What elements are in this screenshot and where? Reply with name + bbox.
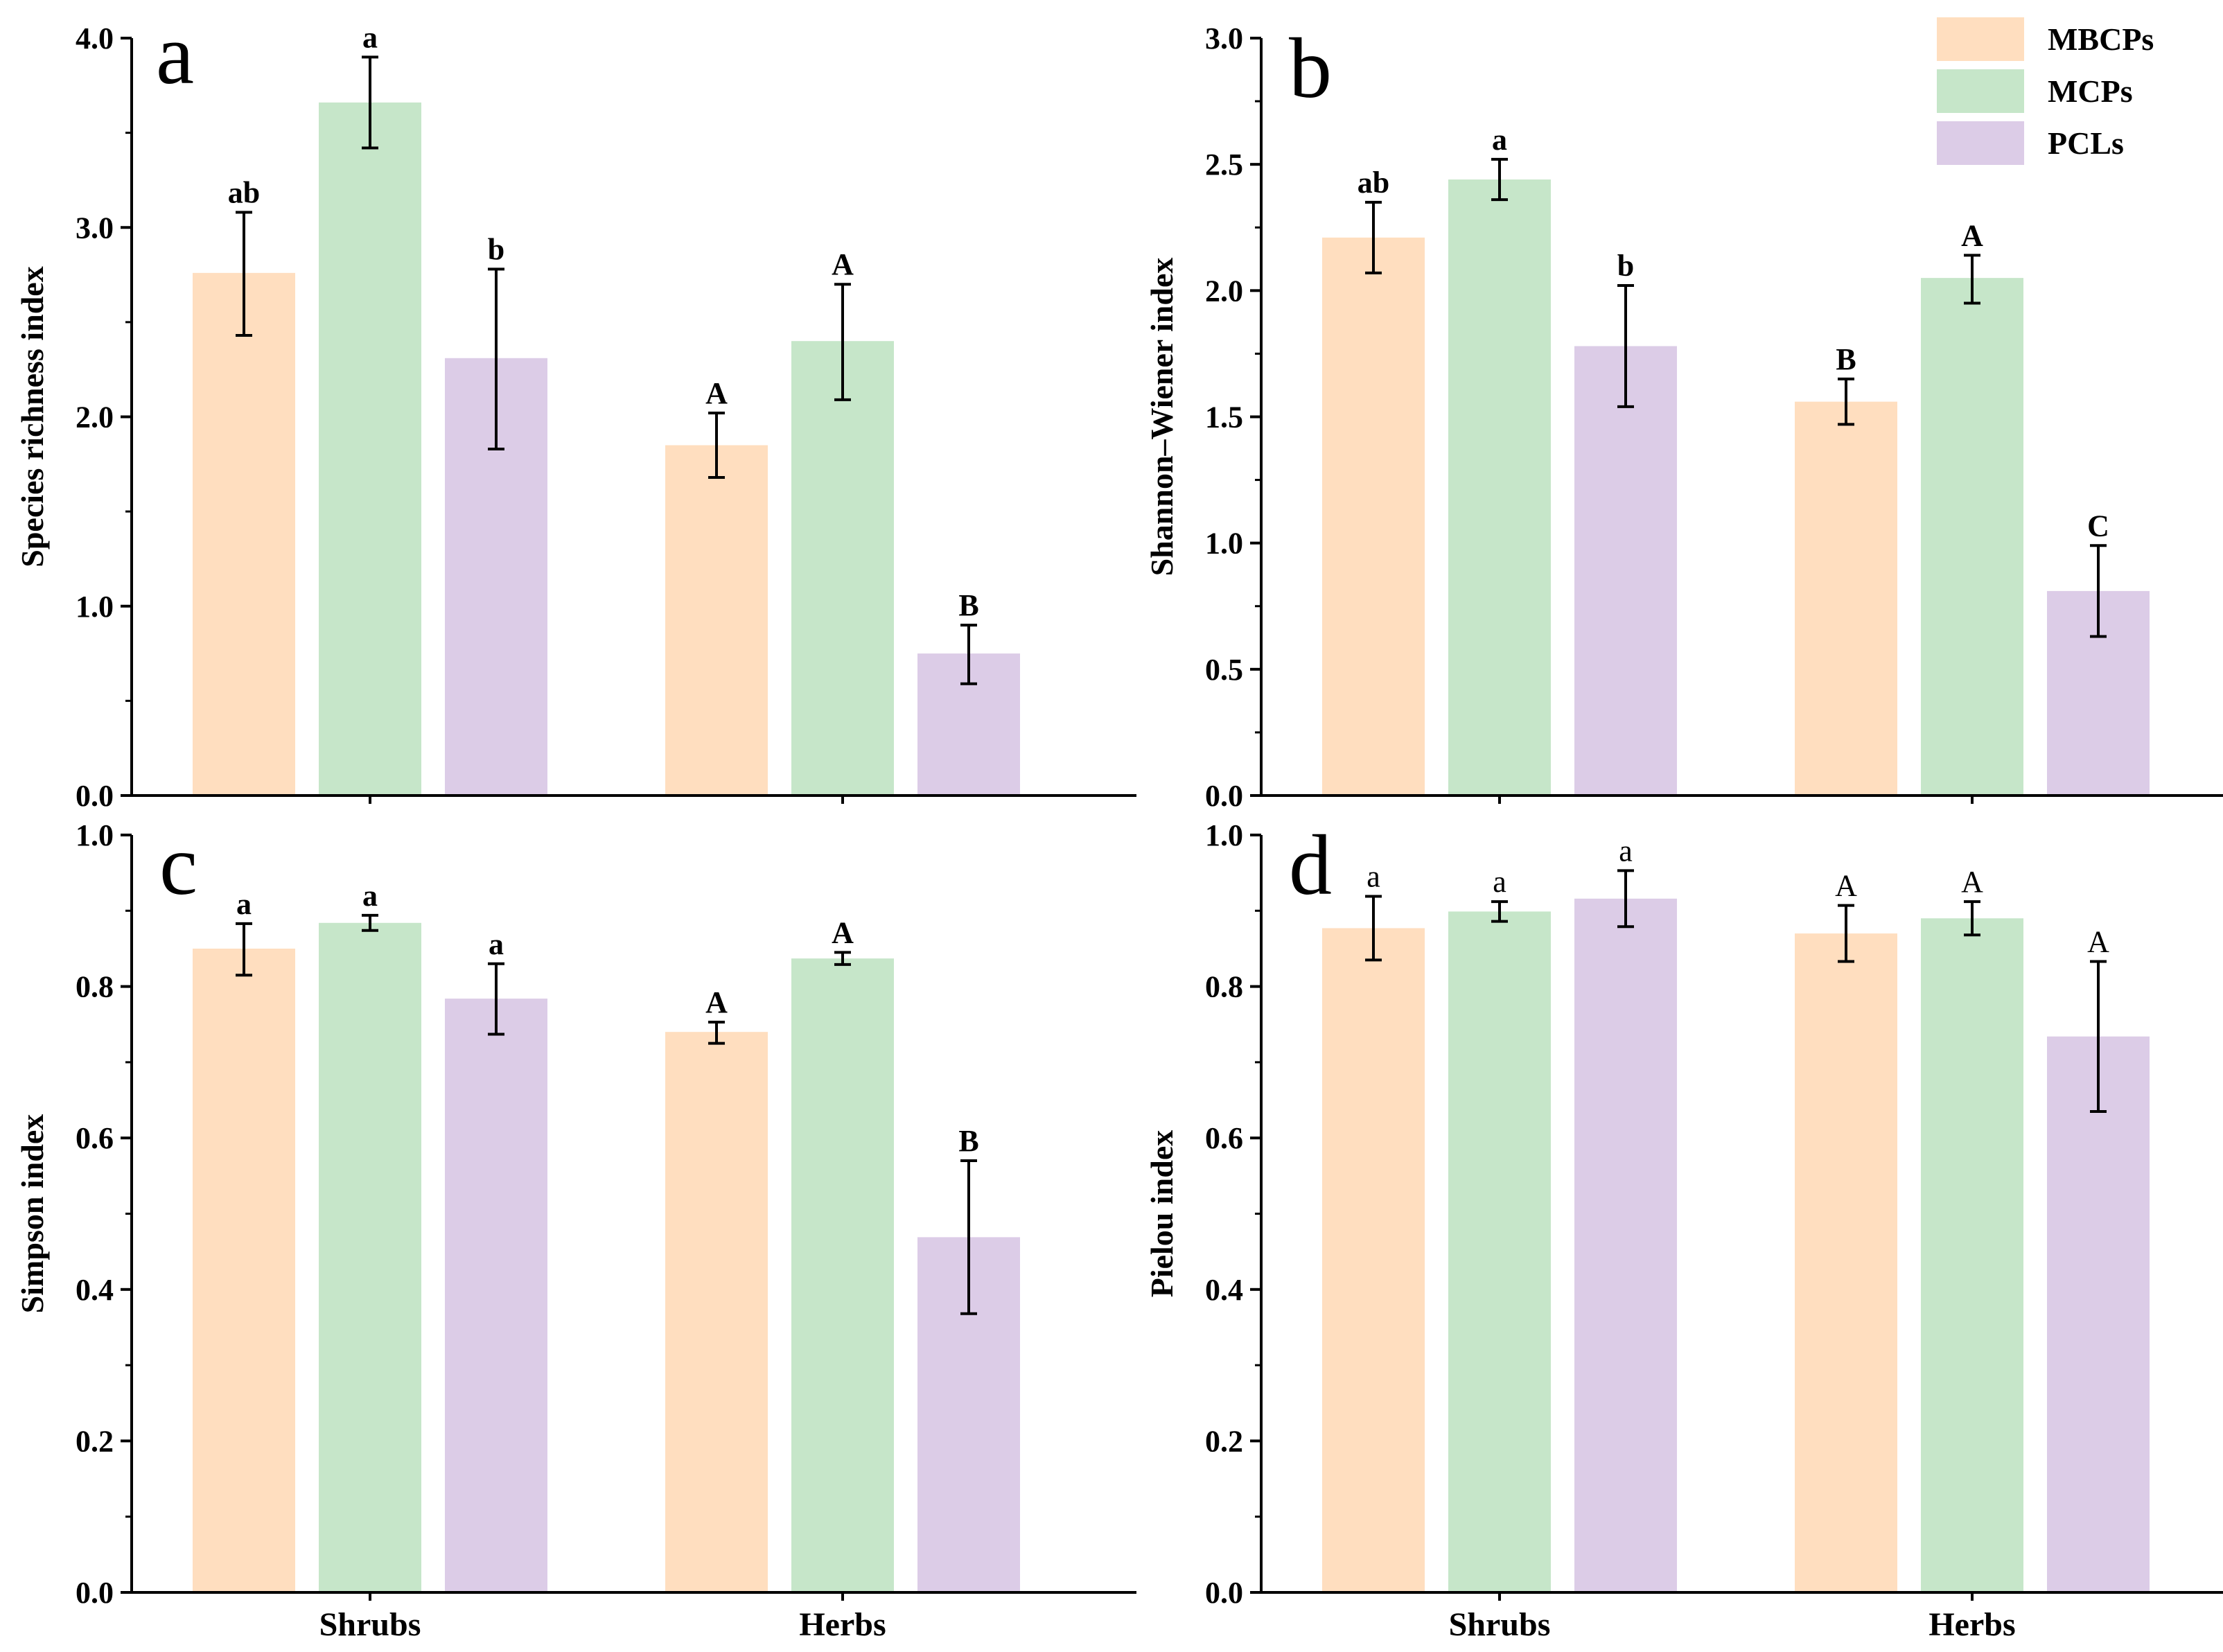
y-tick-label: 2.0 [76, 401, 114, 434]
y-tick-label: 2.0 [1205, 274, 1243, 308]
significance-label: a [362, 879, 378, 913]
y-axis-title: Species richness index [15, 266, 50, 567]
legend-label: MCPs [2048, 73, 2133, 109]
y-axis-title: Simpson index [15, 1114, 50, 1314]
bar-d-pcls-herbs [2047, 1036, 2150, 1592]
significance-label: A [1961, 218, 1983, 252]
significance-label: A [1961, 865, 1983, 899]
significance-label: b [1617, 249, 1634, 283]
significance-label: a [489, 927, 504, 961]
panel-letter: d [1289, 818, 1332, 913]
y-tick-label: 0.0 [76, 779, 114, 813]
bar-d-mcps-shrubs [1448, 911, 1551, 1592]
significance-label: ab [1357, 166, 1389, 200]
panel-a: ab Aa Ab B 0.0 1.0 2.0 3.0 4.0 Species richness i… [15, 7, 1136, 813]
bar-b-mcps-shrubs [1448, 179, 1551, 796]
bar-c-pcls-shrubs [445, 999, 547, 1592]
y-tick-label: 0.0 [1205, 1576, 1243, 1610]
significance-label: a [1619, 834, 1633, 868]
y-tick-label: 0.5 [1205, 653, 1243, 687]
panel-c: a Aa Aa B 0.0 0.2 0.4 0.6 0.8 1.0 Shrubs Herbs Simps… [15, 818, 1136, 1643]
y-tick-label: 0.2 [76, 1424, 114, 1458]
y-tick-label: 0.4 [1205, 1273, 1243, 1307]
significance-label: b [488, 232, 504, 266]
legend: MBCPs MCPs PCLs [1937, 17, 2154, 165]
panel-letter: c [159, 818, 197, 913]
y-tick-label: 0.0 [1205, 779, 1243, 813]
y-tick-label: 1.0 [76, 818, 114, 852]
significance-label: A [705, 985, 728, 1019]
bar-c-mbcps-herbs [665, 1032, 768, 1592]
panel-letter: a [156, 7, 194, 102]
y-tick-label: 0.4 [76, 1273, 114, 1307]
y-tick-label: 0.6 [1205, 1121, 1243, 1155]
bar-c-mbcps-shrubs [193, 948, 295, 1592]
bar-c-mcps-shrubs [319, 922, 421, 1592]
x-tick-label: Shrubs [319, 1606, 421, 1643]
legend-swatch-pcls [1937, 121, 2024, 165]
legend-label: MBCPs [2048, 21, 2154, 57]
bar-a-mcps-herbs [791, 341, 894, 796]
significance-label: a [1367, 860, 1380, 894]
bar-d-pcls-shrubs [1574, 898, 1677, 1592]
panel-d: a Aa Aa A 0.0 0.2 0.4 0.6 0.8 1.0 Shrubs Herbs Pielo… [1144, 818, 2223, 1643]
legend-label: PCLs [2048, 125, 2124, 161]
bar-b-mbcps-shrubs [1322, 237, 1425, 796]
bar-b-mbcps-herbs [1795, 401, 1897, 796]
x-tick-label: Shrubs [1449, 1606, 1551, 1643]
bar-b-mcps-herbs [1921, 278, 2023, 796]
panel-letter: b [1289, 21, 1332, 116]
significance-label: ab [228, 175, 260, 209]
y-tick-label: 1.0 [1205, 527, 1243, 561]
y-tick-label: 1.5 [1205, 401, 1243, 434]
significance-label: A [832, 247, 854, 281]
bar-c-mcps-herbs [791, 958, 894, 1592]
x-tick-label: Herbs [1928, 1606, 2015, 1643]
y-tick-label: 4.0 [76, 21, 114, 55]
significance-label: a [1493, 865, 1506, 899]
bar-d-mbcps-herbs [1795, 933, 1897, 1592]
y-tick-label: 1.0 [76, 590, 114, 624]
significance-label: A [2087, 925, 2109, 959]
significance-label: A [832, 915, 854, 949]
y-tick-label: 2.5 [1205, 148, 1243, 182]
y-tick-label: 0.8 [76, 970, 114, 1004]
significance-label: B [1836, 342, 1856, 376]
x-tick-label: Herbs [799, 1606, 886, 1643]
legend-swatch-mcps [1937, 69, 2024, 113]
significance-label: B [958, 1124, 978, 1158]
y-tick-label: 3.0 [76, 211, 114, 245]
legend-swatch-mbcps [1937, 17, 2024, 61]
y-tick-label: 1.0 [1205, 818, 1243, 852]
significance-label: C [2087, 509, 2109, 543]
bar-a-mcps-shrubs [319, 102, 421, 796]
bar-b-pcls-shrubs [1574, 346, 1677, 796]
y-tick-label: 3.0 [1205, 21, 1243, 55]
significance-label: A [705, 376, 728, 410]
y-axis-title: Shannon–Wiener index [1144, 258, 1179, 577]
bar-a-mbcps-shrubs [193, 272, 295, 796]
y-tick-label: 0.8 [1205, 970, 1243, 1004]
y-axis-title: Pielou index [1144, 1130, 1179, 1298]
y-tick-label: 0.2 [1205, 1424, 1243, 1458]
y-tick-label: 0.6 [76, 1121, 114, 1155]
bar-a-mbcps-herbs [665, 445, 768, 796]
significance-label: A [1835, 869, 1857, 903]
significance-label: B [958, 588, 978, 622]
bar-d-mcps-herbs [1921, 918, 2023, 1592]
y-tick-label: 0.0 [76, 1576, 114, 1610]
significance-label: a [362, 20, 378, 54]
panel-b: ab Ba Ab C 0.0 0.5 1.0 1.5 2.0 2.5 3.0 Shannon–Wien… [1144, 21, 2223, 813]
significance-label: a [1492, 123, 1507, 157]
significance-label: a [236, 887, 252, 921]
bar-d-mbcps-shrubs [1322, 928, 1425, 1592]
